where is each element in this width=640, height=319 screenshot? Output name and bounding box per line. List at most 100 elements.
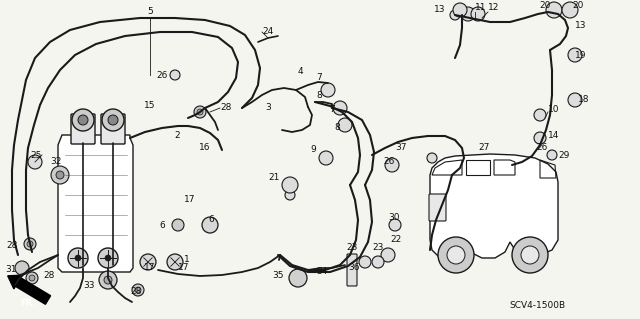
Text: 9: 9 (310, 145, 316, 154)
Circle shape (372, 256, 384, 268)
Circle shape (15, 261, 29, 275)
Circle shape (285, 190, 295, 200)
Circle shape (338, 118, 352, 132)
Text: 34: 34 (316, 268, 328, 277)
Circle shape (547, 150, 557, 160)
Circle shape (453, 3, 467, 17)
Circle shape (389, 219, 401, 231)
Text: FR.: FR. (20, 300, 36, 308)
Text: 23: 23 (372, 243, 383, 253)
Circle shape (24, 238, 36, 250)
Text: 21: 21 (269, 174, 280, 182)
Circle shape (546, 2, 562, 18)
Circle shape (568, 48, 582, 62)
Circle shape (427, 153, 437, 163)
FancyBboxPatch shape (101, 114, 125, 144)
Circle shape (51, 166, 69, 184)
Text: 3: 3 (265, 103, 271, 113)
Circle shape (450, 10, 460, 20)
Circle shape (108, 115, 118, 125)
Text: 6: 6 (159, 220, 165, 229)
Circle shape (534, 132, 546, 144)
Circle shape (56, 171, 64, 179)
Circle shape (562, 2, 578, 18)
Text: 28: 28 (44, 271, 55, 279)
Text: 26: 26 (536, 144, 548, 152)
Circle shape (135, 287, 141, 293)
Circle shape (321, 83, 335, 97)
FancyBboxPatch shape (347, 254, 357, 286)
Text: 6: 6 (208, 216, 214, 225)
Circle shape (385, 158, 399, 172)
Circle shape (333, 101, 347, 115)
Circle shape (170, 70, 180, 80)
Text: 18: 18 (578, 95, 589, 105)
Text: 13: 13 (575, 20, 586, 29)
Circle shape (98, 248, 118, 268)
Text: 31: 31 (6, 265, 17, 275)
Text: 15: 15 (143, 100, 155, 109)
Circle shape (282, 177, 298, 193)
Text: 27: 27 (478, 144, 490, 152)
Text: 28: 28 (6, 241, 18, 249)
Text: 37: 37 (395, 144, 406, 152)
Circle shape (461, 7, 475, 21)
Text: 29: 29 (558, 151, 570, 160)
Circle shape (132, 284, 144, 296)
Text: 17: 17 (184, 196, 195, 204)
Text: 7: 7 (329, 106, 335, 115)
Text: 25: 25 (31, 151, 42, 160)
Circle shape (438, 237, 474, 273)
Text: 7: 7 (316, 73, 322, 83)
Circle shape (289, 269, 307, 287)
Circle shape (105, 255, 111, 261)
FancyBboxPatch shape (429, 194, 446, 221)
Circle shape (29, 275, 35, 281)
Text: 22: 22 (390, 235, 401, 244)
Text: 4: 4 (298, 68, 303, 77)
FancyArrow shape (8, 275, 51, 304)
Circle shape (68, 248, 88, 268)
Circle shape (512, 237, 548, 273)
Text: 16: 16 (198, 144, 210, 152)
Text: 36: 36 (348, 263, 360, 272)
Text: 17: 17 (143, 263, 155, 272)
Polygon shape (58, 135, 133, 272)
Circle shape (102, 109, 124, 131)
FancyBboxPatch shape (477, 159, 507, 179)
Circle shape (471, 7, 485, 21)
Text: 20: 20 (540, 2, 550, 11)
Text: 28: 28 (130, 287, 141, 296)
Text: 20: 20 (572, 2, 584, 11)
Text: SCV4-1500B: SCV4-1500B (509, 301, 565, 310)
Text: 24: 24 (262, 27, 273, 36)
Text: 30: 30 (388, 213, 399, 222)
Text: 32: 32 (51, 158, 62, 167)
Circle shape (167, 254, 183, 270)
Circle shape (194, 106, 206, 118)
Text: 12: 12 (488, 4, 499, 12)
Circle shape (75, 255, 81, 261)
Text: 28: 28 (220, 103, 232, 113)
Circle shape (172, 219, 184, 231)
Text: 5: 5 (147, 8, 153, 17)
Circle shape (72, 109, 94, 131)
Circle shape (104, 276, 112, 284)
Circle shape (27, 241, 33, 247)
Text: 1: 1 (184, 256, 190, 264)
Circle shape (319, 151, 333, 165)
Text: 8: 8 (316, 91, 322, 100)
FancyBboxPatch shape (71, 114, 95, 144)
Circle shape (447, 246, 465, 264)
Text: 33: 33 (83, 280, 95, 290)
Circle shape (78, 115, 88, 125)
Text: 11: 11 (475, 4, 486, 12)
Circle shape (359, 256, 371, 268)
Text: 2: 2 (174, 130, 180, 139)
Circle shape (197, 109, 203, 115)
Circle shape (99, 271, 117, 289)
Circle shape (568, 93, 582, 107)
Text: 19: 19 (575, 50, 586, 60)
Text: 26: 26 (157, 70, 168, 79)
Circle shape (202, 217, 218, 233)
